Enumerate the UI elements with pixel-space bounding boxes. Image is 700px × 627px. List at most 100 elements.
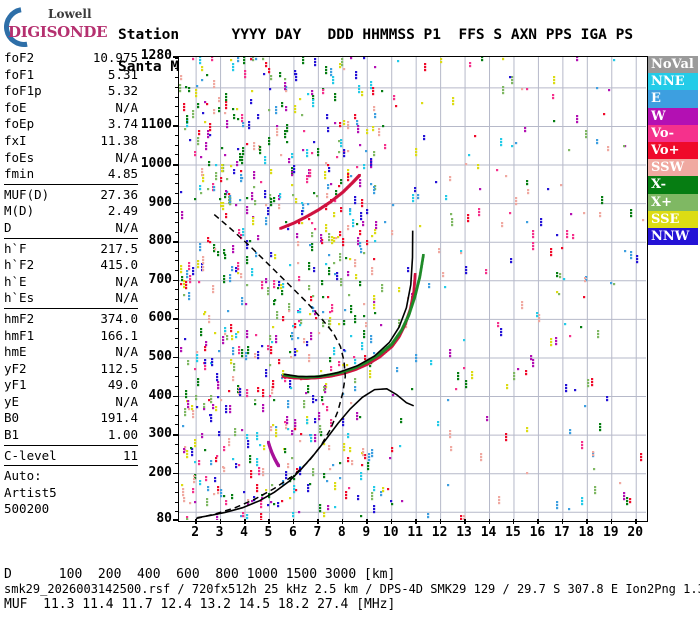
- y-axis-minor-tick: [175, 222, 179, 223]
- param-name: h`Es: [4, 290, 34, 307]
- y-axis-minor-tick: [175, 164, 179, 165]
- ionogram-plot-area[interactable]: [178, 56, 648, 522]
- param-value: 5.31: [108, 67, 138, 84]
- param-row-yf2: yF2 112.5: [4, 361, 138, 378]
- x-axis-tick-mark: [391, 519, 393, 524]
- trace-F2-ordinary-trace: [282, 273, 417, 380]
- x-axis-tick-label: 11: [402, 525, 428, 540]
- trace-black-scaled-trace: [284, 231, 413, 377]
- legend-item-vo[interactable]: Vo-: [648, 125, 698, 142]
- y-axis-minor-tick: [175, 116, 179, 117]
- y-axis-minor-tick: [175, 203, 179, 204]
- header-labels-row: Station YYYY DAY DDD HHMMSS P1 FFS S AXN…: [118, 27, 633, 43]
- y-axis-minor-tick: [175, 77, 179, 78]
- legend-item-noval[interactable]: NoVal: [648, 56, 698, 73]
- legend-item-ssw[interactable]: SSW: [648, 159, 698, 176]
- muf-row: MUF 11.3 11.4 11.7 12.4 13.2 14.5 18.2 2…: [4, 597, 395, 612]
- param-name: foF1: [4, 67, 34, 84]
- y-axis-tick-label: 900: [134, 195, 172, 210]
- param-name: fmin: [4, 166, 34, 183]
- param-row-md: M(D)2.49: [4, 203, 138, 220]
- y-axis-minor-tick: [175, 289, 179, 290]
- y-axis-minor-tick: [175, 174, 179, 175]
- x-axis-tick-label: 10: [378, 525, 404, 540]
- y-axis-minor-tick: [175, 318, 179, 319]
- y-axis-minor-tick: [175, 463, 179, 464]
- x-axis-tick-mark: [464, 519, 466, 524]
- legend-item-x[interactable]: X+: [648, 194, 698, 211]
- x-axis-tick-mark: [440, 519, 442, 524]
- x-axis-tick-label: 12: [427, 525, 453, 540]
- y-axis-minor-tick: [175, 309, 179, 310]
- param-value: 27.36: [100, 187, 138, 204]
- y-axis-minor-tick: [175, 396, 179, 397]
- y-axis-minor-tick: [175, 241, 179, 242]
- legend-item-nnw[interactable]: NNW: [648, 228, 698, 245]
- param-value: 10.975: [93, 50, 138, 67]
- y-axis-minor-tick: [175, 444, 179, 445]
- legend-item-w[interactable]: W: [648, 108, 698, 125]
- param-name: yF2: [4, 361, 27, 378]
- param-value: 112.5: [100, 361, 138, 378]
- param-divider: [4, 184, 138, 185]
- lowell-digisonde-logo: Lowell DIGISONDE: [2, 3, 110, 43]
- y-axis-minor-tick: [175, 270, 179, 271]
- param-name: MUF(D): [4, 187, 49, 204]
- legend-item-nne[interactable]: NNE: [648, 73, 698, 90]
- legend-item-e[interactable]: E: [648, 90, 698, 107]
- trace-second-hop-trace: [279, 174, 361, 230]
- y-axis-minor-tick: [175, 338, 179, 339]
- param-value: 166.1: [100, 328, 138, 345]
- ionogram-canvas: [179, 57, 646, 520]
- y-axis-minor-tick: [175, 434, 179, 435]
- param-value: 11.38: [100, 133, 138, 150]
- legend-item-sse[interactable]: SSE: [648, 211, 698, 228]
- param-value: 191.4: [100, 410, 138, 427]
- y-axis-tick-mark: [173, 519, 178, 521]
- y-axis-minor-tick: [175, 376, 179, 377]
- y-axis-tick-label: 1280: [134, 48, 172, 63]
- y-axis-minor-tick: [175, 183, 179, 184]
- x-axis-tick-label: 16: [524, 525, 550, 540]
- y-axis-minor-tick: [175, 280, 179, 281]
- x-axis-tick-mark: [562, 519, 564, 524]
- param-name: yF1: [4, 377, 27, 394]
- y-axis-minor-tick: [175, 135, 179, 136]
- param-name: fxI: [4, 133, 27, 150]
- x-axis-tick-label: 5: [255, 525, 281, 540]
- x-axis-tick-mark: [195, 519, 197, 524]
- y-axis-tick-label: 1100: [134, 117, 172, 132]
- y-axis-minor-tick: [175, 125, 179, 126]
- y-axis-minor-tick: [175, 405, 179, 406]
- param-value: 374.0: [100, 311, 138, 328]
- x-axis-tick-mark: [513, 519, 515, 524]
- y-axis-minor-tick: [175, 299, 179, 300]
- param-value: 5.32: [108, 83, 138, 100]
- y-axis-minor-tick: [175, 453, 179, 454]
- param-auto-label: Auto:: [4, 468, 138, 485]
- y-axis-tick-label: 700: [134, 272, 172, 287]
- y-axis-minor-tick: [175, 473, 179, 474]
- y-axis-minor-tick: [175, 511, 179, 512]
- legend-item-vo[interactable]: Vo+: [648, 142, 698, 159]
- legend-item-x[interactable]: X-: [648, 176, 698, 193]
- x-axis-tick-label: 20: [622, 525, 648, 540]
- param-name: foEs: [4, 150, 34, 167]
- param-divider: [4, 445, 138, 446]
- y-axis-minor-tick: [175, 68, 179, 69]
- param-value: 217.5: [100, 241, 138, 258]
- y-axis-minor-tick: [175, 424, 179, 425]
- x-axis-tick-label: 14: [476, 525, 502, 540]
